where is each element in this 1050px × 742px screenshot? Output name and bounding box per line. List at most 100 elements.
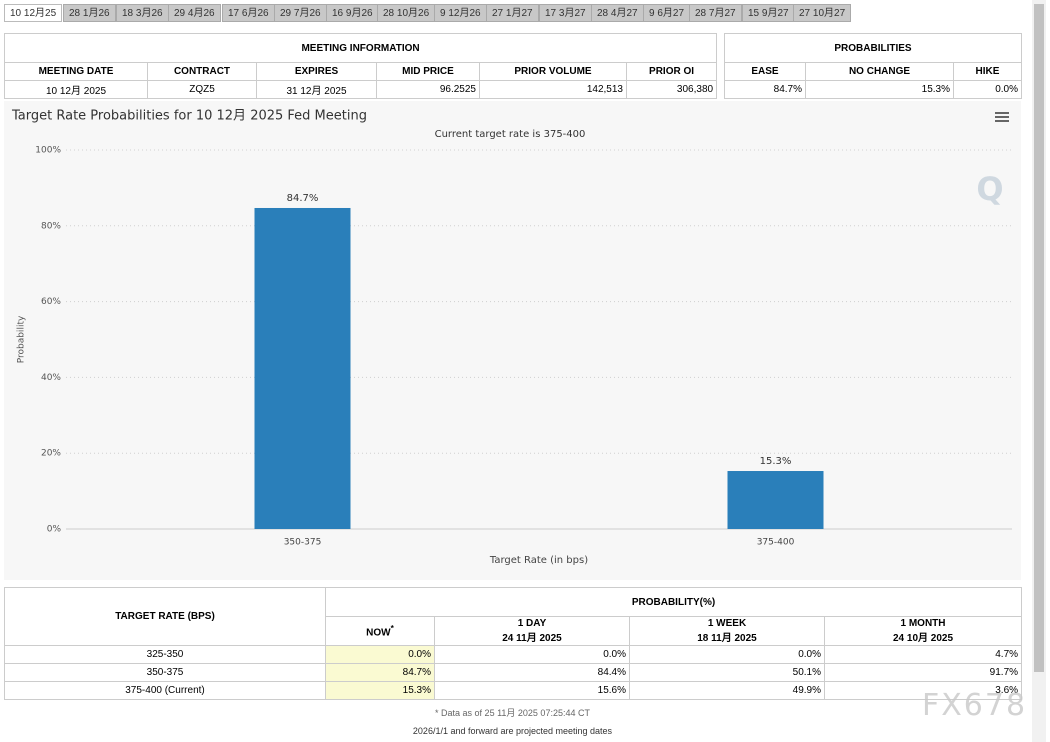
column-label: 1 WEEK <box>707 618 747 629</box>
header-row: MEETING DATE CONTRACT EXPIRES MID PRICE PRIO… <box>4 62 718 81</box>
column-header: EASE <box>724 62 806 81</box>
meeting-tab[interactable]: 27 1月27 <box>486 4 539 22</box>
column-date: 18 11月 2025 <box>697 633 757 644</box>
x-tick-label: 350-375 <box>284 538 322 548</box>
header-row: NOW* 1 DAY 24 11月 2025 1 WEEK 18 11月 2025 1 M… <box>5 616 1023 646</box>
cell: 10 12月 2025 <box>4 80 148 99</box>
probabilities-table: PROBABILITIES EASE NO CHANGE HIKE 84.7% 15.3%… <box>724 33 1022 99</box>
scrollbar-thumb[interactable] <box>1034 4 1044 672</box>
column-header: PRIOR VOLUME <box>479 62 627 81</box>
data-row: 84.7% 15.3% 0.0% <box>724 80 1022 99</box>
header-row: EASE NO CHANGE HIKE <box>724 62 1022 81</box>
cell: 15.3% <box>325 681 435 700</box>
cell: 3.6% <box>823 681 1023 700</box>
chart-background <box>4 101 1021 580</box>
menu-button[interactable] <box>995 112 1009 122</box>
data-label: 15.3% <box>760 456 792 467</box>
cell: 31 12月 2025 <box>256 80 377 99</box>
column-header: NOW* <box>325 616 435 646</box>
cell: 325-350 <box>4 645 326 664</box>
probability-table: TARGET RATE (BPS) PROBABILITY(%) NOW* 1 DAY… <box>4 587 1023 700</box>
cell: 49.9% <box>629 681 825 700</box>
column-header: MID PRICE <box>376 62 480 81</box>
meeting-tab[interactable]: 29 4月26 <box>168 4 221 22</box>
meeting-tab[interactable]: 27 10月27 <box>793 4 852 22</box>
meeting-tab[interactable]: 15 9月27 <box>742 4 795 22</box>
meeting-tab[interactable]: 17 3月27 <box>539 4 592 22</box>
table-title: PROBABILITIES <box>724 33 1022 63</box>
footnote: * Data as of 25 11月 2025 07:25:44 CT <box>435 708 590 718</box>
watermark: FX678 <box>922 688 1028 723</box>
column-date: 24 10月 2025 <box>892 633 954 644</box>
cell: 84.7% <box>724 80 806 99</box>
cell: 0.0% <box>434 645 630 664</box>
meeting-tab[interactable]: 9 6月27 <box>643 4 691 22</box>
cell: 84.4% <box>434 663 630 682</box>
y-tick-label: 60% <box>41 297 61 307</box>
meeting-tab[interactable]: 18 3月26 <box>116 4 169 22</box>
meeting-tab[interactable]: 28 4月27 <box>591 4 644 22</box>
column-note: * <box>390 623 394 634</box>
column-header: 1 WEEK 18 11月 2025 <box>629 616 825 646</box>
chart-subtitle: Current target rate is 375-400 <box>435 129 586 140</box>
meeting-tab[interactable]: 28 7月27 <box>689 4 742 22</box>
column-header: NO CHANGE <box>805 62 954 81</box>
cell: 142,513 <box>479 80 627 99</box>
column-header: PRIOR OI <box>625 62 718 81</box>
y-tick-label: 100% <box>35 146 61 156</box>
meeting-tab[interactable]: 9 12月26 <box>434 4 487 22</box>
cell: 50.1% <box>629 663 825 682</box>
x-axis-label: Target Rate (in bps) <box>489 555 588 566</box>
cell: 306,380 <box>625 80 718 99</box>
meeting-info-table: MEETING INFORMATION MEETING DATE CONTRACT E… <box>3 33 718 99</box>
logo: Q <box>976 170 1003 208</box>
header-row: PROBABILITIES <box>724 33 1022 63</box>
rate-header: TARGET RATE (BPS) <box>4 587 326 646</box>
column-label: 1 DAY <box>517 618 547 629</box>
column-date: 24 11月 2025 <box>502 633 562 644</box>
cell: 91.7% <box>823 663 1023 682</box>
cell: 84.7% <box>325 663 435 682</box>
header-row: TARGET RATE (BPS) PROBABILITY(%) <box>4 587 1023 646</box>
cell: 0.0% <box>325 645 435 664</box>
column-header: EXPIRES <box>256 62 377 81</box>
x-tick-label: 375-400 <box>757 538 795 548</box>
bar <box>254 207 351 529</box>
cell: ZQZ5 <box>147 80 257 99</box>
column-label: 1 MONTH <box>900 618 946 629</box>
data-label: 84.7% <box>287 193 319 204</box>
column-header: CONTRACT <box>147 62 257 81</box>
y-tick-label: 80% <box>41 221 61 231</box>
column-header: 1 MONTH 24 10月 2025 <box>823 616 1023 646</box>
y-tick-label: 0% <box>47 525 62 535</box>
cell: 375-400 (Current) <box>4 681 326 700</box>
cell: 15.3% <box>805 80 954 99</box>
cell: 15.6% <box>434 681 630 700</box>
data-row: 375-400 (Current) 15.3% 15.6% 49.9% 3.6% <box>4 681 1023 700</box>
table-title: MEETING INFORMATION <box>3 33 718 63</box>
cell: 0.0% <box>953 80 1022 99</box>
data-row: 10 12月 2025 ZQZ5 31 12月 2025 96.2525 142,513… <box>4 80 718 99</box>
meeting-tab[interactable]: 29 7月26 <box>274 4 327 22</box>
data-row: 350-375 84.7% 84.4% 50.1% 91.7% <box>4 663 1023 682</box>
column-header: 1 DAY 24 11月 2025 <box>434 616 630 646</box>
cell: 0.0% <box>629 645 825 664</box>
meeting-tab[interactable]: 16 9月26 <box>326 4 379 22</box>
data-row: 325-350 0.0% 0.0% 0.0% 4.7% <box>4 645 1023 664</box>
meeting-tab[interactable]: 28 10月26 <box>377 4 436 22</box>
meeting-tab[interactable]: 10 12月25 <box>4 4 63 22</box>
meeting-tab[interactable]: 28 1月26 <box>63 4 116 22</box>
cell: 96.2525 <box>376 80 480 99</box>
y-tick-label: 40% <box>41 373 61 383</box>
probability-header: PROBABILITY(%) <box>324 587 1023 617</box>
cell: 4.7% <box>823 645 1023 664</box>
chart-title: Target Rate Probabilities for 10 12月 202… <box>11 109 367 124</box>
column-header: HIKE <box>953 62 1022 81</box>
meeting-tab[interactable]: 17 6月26 <box>222 4 275 22</box>
chart: Target Rate Probabilities for 10 12月 202… <box>4 101 1021 580</box>
y-tick-label: 20% <box>41 449 61 459</box>
column-label: NOW <box>366 627 391 639</box>
y-axis-label: Probability <box>17 315 27 363</box>
cell: 350-375 <box>4 663 326 682</box>
